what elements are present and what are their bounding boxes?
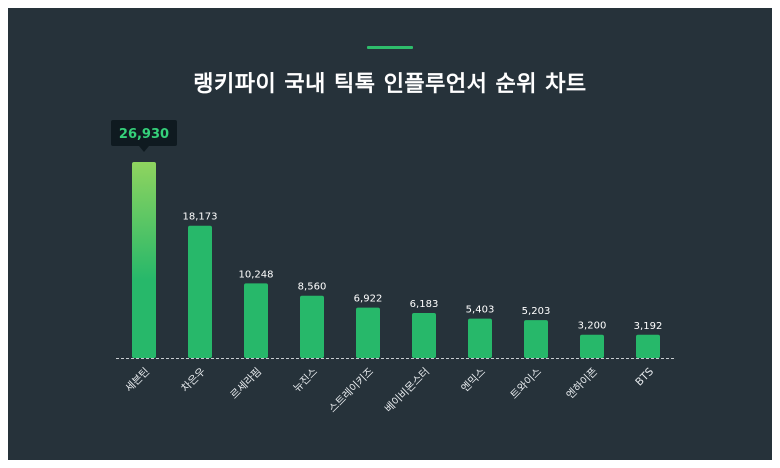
value-label-9: 3,200 [578, 321, 607, 332]
category-label-10: BTS [633, 365, 656, 388]
bar-9 [580, 334, 604, 358]
bar-1 [132, 162, 156, 358]
category-label-9: 엔하이픈 [564, 365, 601, 402]
bar-2 [188, 225, 212, 358]
bar-7 [468, 318, 492, 358]
bar-10 [636, 334, 660, 358]
bar-4 [300, 295, 324, 358]
bar-chart: 26,930 세븐틴 18,173 차은우 10,248 르세라핌 8,560 뉴진스 6,92… [111, 120, 676, 415]
chart-panel: 랭키파이 국내 틱톡 인플루언서 순위 차트 26,930 세븐틴 18,173 차은… [8, 8, 772, 460]
bars-group: 26,930 세븐틴 18,173 차은우 10,248 르세라핌 8,560 뉴진스 6,92… [111, 120, 676, 415]
category-label-4: 뉴진스 [291, 365, 320, 394]
title-accent-line [367, 46, 413, 49]
category-label-8: 트와이스 [508, 365, 544, 401]
bar-6 [412, 312, 436, 358]
value-label-7: 5,403 [466, 305, 495, 316]
value-label-2: 18,173 [183, 212, 218, 223]
category-label-5: 스트레이키즈 [327, 365, 377, 415]
bar-3 [244, 283, 268, 358]
tooltip-pointer [139, 146, 149, 152]
value-label-4: 8,560 [298, 282, 327, 293]
value-label-3: 10,248 [239, 269, 274, 280]
bar-5 [356, 307, 380, 358]
value-label-6: 6,183 [410, 299, 439, 310]
bar-8 [524, 320, 548, 358]
value-label-5: 6,922 [354, 294, 383, 305]
value-label-10: 3,192 [634, 321, 663, 332]
tooltip-box [111, 120, 177, 146]
category-label-6: 베이비몬스터 [383, 366, 432, 415]
value-label-8: 5,203 [522, 306, 551, 317]
category-label-3: 르세라핌 [228, 366, 264, 402]
category-label-7: 엔믹스 [459, 365, 488, 394]
chart-title: 랭키파이 국내 틱톡 인플루언서 순위 차트 [193, 72, 587, 97]
category-label-2: 차은우 [179, 365, 208, 394]
tooltip-value: 26,930 [119, 127, 169, 142]
category-label-1: 세븐틴 [123, 366, 152, 395]
